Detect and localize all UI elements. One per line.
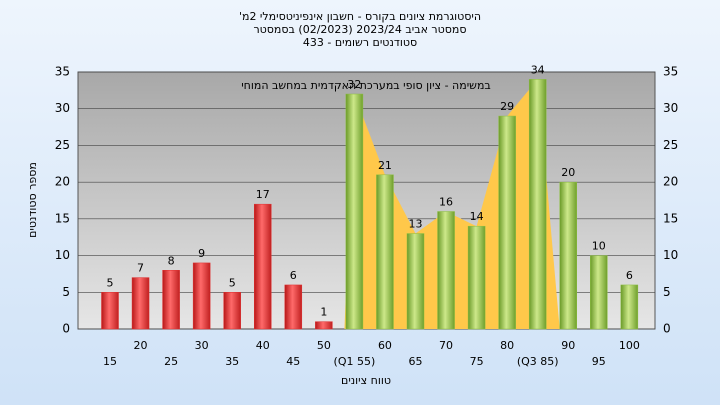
bar — [162, 270, 180, 330]
y-tick-label: 25 — [55, 138, 70, 152]
value-label: 16 — [439, 196, 453, 209]
x-tick-label: 65 — [409, 355, 423, 368]
x-tick-label: 50 — [317, 339, 331, 352]
value-label: 14 — [470, 210, 484, 223]
y-tick-label: 10 — [55, 248, 70, 262]
value-label: 20 — [561, 166, 575, 179]
y2-tick-label: 5 — [663, 285, 671, 299]
value-label: 7 — [137, 262, 144, 275]
bar — [559, 181, 577, 330]
x-tick-label: 45 — [286, 355, 300, 368]
value-label: 5 — [107, 276, 114, 289]
bar — [590, 255, 608, 330]
y2-tick-label: 15 — [663, 211, 678, 225]
x-tick-label: 15 — [103, 355, 117, 368]
y2-tick-label: 20 — [663, 175, 678, 189]
value-label: 8 — [168, 254, 175, 267]
y2-tick-label: 10 — [663, 248, 678, 262]
x-tick-label: 40 — [256, 339, 270, 352]
y-tick-label: 0 — [62, 322, 70, 336]
bar — [101, 292, 119, 330]
x-tick-label: 20 — [134, 339, 148, 352]
bar — [254, 203, 272, 330]
bar — [437, 211, 455, 330]
value-label: 21 — [378, 159, 392, 172]
value-label: 32 — [347, 78, 361, 91]
bar — [467, 225, 486, 330]
x-tick-label: 30 — [195, 339, 209, 352]
value-label: 13 — [409, 218, 423, 231]
bar — [315, 321, 333, 330]
x-tick-label: 70 — [439, 339, 453, 352]
value-label: 10 — [592, 240, 606, 253]
bar — [223, 292, 241, 330]
x-tick-label: 75 — [470, 355, 484, 368]
y-tick-label: 30 — [55, 101, 70, 115]
bar — [498, 115, 516, 330]
y2-tick-label: 0 — [663, 322, 671, 336]
x-tick-label: (Q1 55) — [334, 355, 376, 368]
bar — [406, 233, 425, 330]
bar — [528, 79, 547, 330]
bar — [345, 93, 364, 330]
value-label: 1 — [320, 306, 327, 319]
y2-tick-label: 35 — [663, 65, 678, 79]
value-label: 9 — [198, 247, 205, 260]
y-axis-label: מספר סטודנטים — [26, 162, 39, 238]
x-tick-label: 35 — [225, 355, 239, 368]
annotation: במשימה - ציון סופי במערכת האקדמית במחשב … — [241, 79, 491, 92]
chart-title: היסטוגרמת ציונים בקורס - חשבון אינפיניטס… — [239, 10, 481, 23]
bar — [131, 277, 150, 330]
y2-tick-label: 25 — [663, 138, 678, 152]
value-label: 6 — [290, 269, 297, 282]
value-label: 34 — [531, 63, 545, 76]
x-tick-label: 60 — [378, 339, 392, 352]
y-tick-label: 20 — [55, 175, 70, 189]
y-tick-label: 35 — [55, 65, 70, 79]
chart-subtitle: סמסטר אביב 2023/24 (02/2023) בסמסטר — [253, 23, 466, 36]
chart-subtitle: סטודנטים רשומים - 433 — [303, 36, 417, 49]
y-tick-label: 5 — [62, 285, 70, 299]
x-tick-label: 95 — [592, 355, 606, 368]
value-label: 17 — [256, 188, 270, 201]
x-axis-label: טווח ציונים — [341, 374, 391, 387]
bar — [620, 284, 639, 330]
value-label: 6 — [626, 269, 633, 282]
x-tick-label: 100 — [619, 339, 640, 352]
bar — [284, 284, 303, 330]
bar — [192, 262, 211, 330]
x-tick-label: 80 — [500, 339, 514, 352]
value-label: 5 — [229, 276, 236, 289]
x-tick-label: (Q3 85) — [517, 355, 559, 368]
x-tick-label: 25 — [164, 355, 178, 368]
x-tick-label: 90 — [561, 339, 575, 352]
y-tick-label: 15 — [55, 211, 70, 225]
bar — [376, 174, 394, 330]
y2-tick-label: 30 — [663, 101, 678, 115]
value-label: 29 — [500, 100, 514, 113]
